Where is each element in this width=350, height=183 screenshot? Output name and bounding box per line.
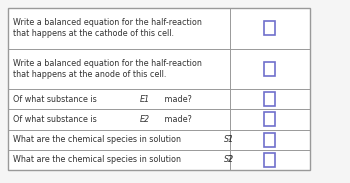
Bar [265,153,275,167]
Text: S2: S2 [224,155,234,164]
Bar [265,62,275,76]
Text: Of what substance is: Of what substance is [13,115,99,124]
Text: Write a balanced equation for the half-reaction
that happens at the anode of thi: Write a balanced equation for the half-r… [13,59,202,79]
Text: Of what substance is: Of what substance is [13,95,99,104]
Text: What are the chemical species in solution: What are the chemical species in solutio… [13,155,183,164]
Bar [265,133,275,147]
Bar [265,112,275,126]
Bar [8,8,310,170]
Text: made?: made? [162,115,192,124]
Text: E1: E1 [140,95,150,104]
Text: Write a balanced equation for the half-reaction
that happens at the cathode of t: Write a balanced equation for the half-r… [13,18,202,38]
Text: What are the chemical species in solution: What are the chemical species in solutio… [13,135,183,144]
Bar [8,8,310,170]
Bar [265,21,275,35]
Text: ?: ? [228,135,232,144]
Text: ?: ? [228,155,232,164]
Text: made?: made? [162,95,192,104]
Text: E2: E2 [140,115,150,124]
Text: S1: S1 [224,135,234,144]
Bar [265,92,275,106]
